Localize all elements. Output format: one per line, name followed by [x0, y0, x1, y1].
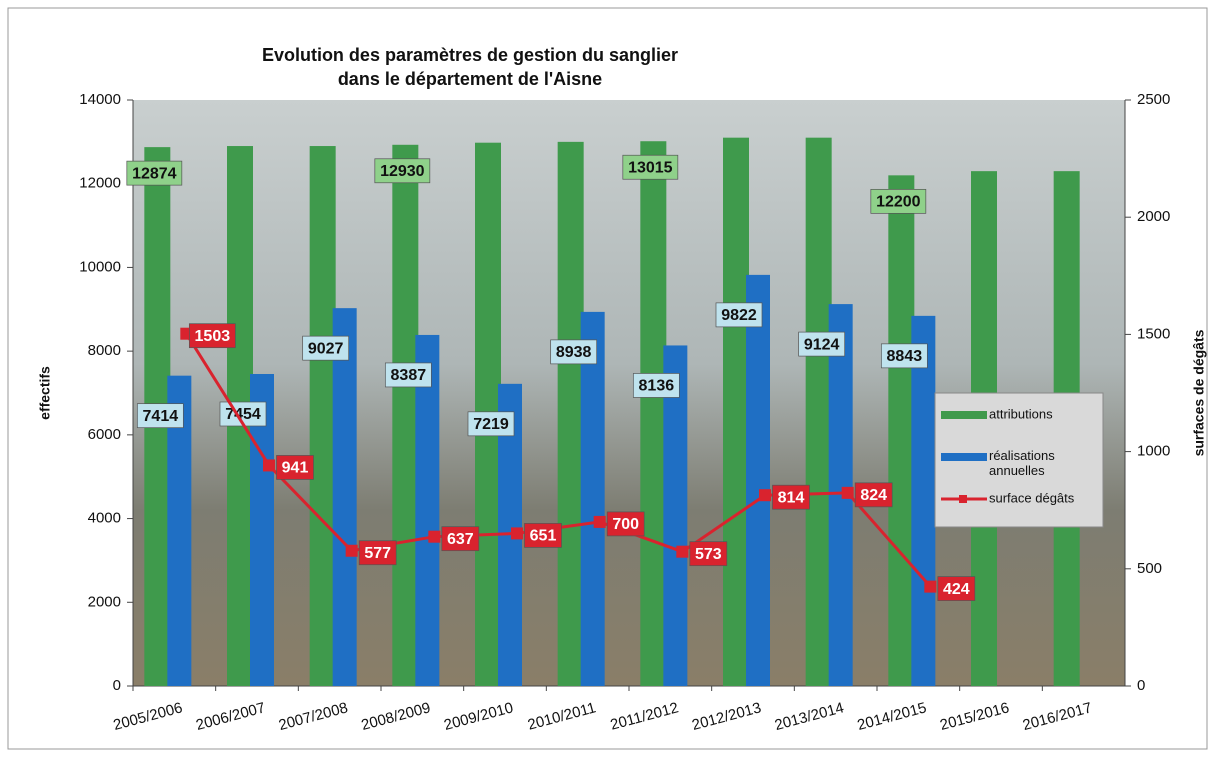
- data-label: 637: [447, 531, 474, 548]
- bar: [415, 334, 440, 686]
- data-label: 13015: [628, 159, 673, 176]
- data-label: 12930: [380, 163, 425, 180]
- y2-tick-label: 1000: [1137, 443, 1170, 460]
- data-label-box: [715, 302, 763, 328]
- line-marker: [924, 580, 937, 593]
- data-label-box: [136, 403, 184, 429]
- legend-swatch: [959, 495, 967, 503]
- legend-label: réalisations annuelles: [989, 448, 1055, 478]
- y2-tick-label: 0: [1137, 677, 1145, 694]
- bar: [640, 141, 667, 687]
- line-marker: [263, 459, 275, 472]
- data-label-box: [870, 188, 927, 214]
- data-label-box: [374, 158, 431, 184]
- y-tick-label: 6000: [88, 426, 121, 443]
- line-marker: [759, 489, 771, 502]
- data-label-box: [606, 511, 645, 537]
- y-tick-label: 10000: [79, 258, 121, 275]
- data-label: 8938: [556, 344, 592, 361]
- data-label: 8387: [391, 367, 427, 384]
- bar: [580, 311, 605, 686]
- data-label: 7414: [143, 408, 179, 425]
- y-tick-label: 8000: [88, 342, 121, 359]
- bar: [332, 308, 357, 686]
- y2-tick-label: 2500: [1137, 91, 1170, 108]
- bar: [309, 146, 336, 687]
- y-tick-label: 4000: [88, 510, 121, 527]
- bar: [723, 137, 749, 686]
- line-marker: [428, 530, 441, 543]
- line-marker: [345, 544, 358, 557]
- line-marker: [676, 545, 689, 558]
- data-label: 9027: [308, 340, 344, 357]
- bar: [746, 274, 770, 686]
- y2-tick-label: 2000: [1137, 208, 1170, 225]
- data-label-box: [798, 331, 846, 357]
- bar: [392, 144, 419, 687]
- data-label: 1503: [195, 328, 231, 345]
- data-label-box: [441, 526, 480, 552]
- data-label-box: [467, 411, 515, 437]
- data-label: 814: [778, 489, 805, 506]
- data-label-box: [632, 373, 680, 398]
- data-label: 941: [282, 460, 309, 477]
- data-label-box: [384, 362, 432, 388]
- bar: [663, 345, 688, 686]
- y2-tick-label: 500: [1137, 560, 1162, 577]
- data-label-box: [524, 523, 562, 548]
- data-label: 824: [860, 487, 887, 504]
- y-tick-label: 2000: [88, 593, 121, 610]
- data-label: 7454: [225, 406, 261, 423]
- data-label-box: [854, 482, 893, 508]
- bar: [805, 137, 832, 686]
- data-label-box: [880, 343, 928, 369]
- data-label: 12200: [876, 194, 921, 211]
- data-label-box: [689, 541, 728, 567]
- data-label-box: [622, 154, 679, 180]
- data-label-box: [188, 323, 236, 349]
- line-marker: [841, 486, 854, 499]
- y-tick-label: 0: [113, 677, 121, 694]
- data-label-box: [302, 335, 350, 361]
- data-label: 700: [612, 516, 639, 533]
- data-label-box: [276, 455, 314, 480]
- bar: [911, 315, 936, 686]
- y2-axis-label: surfaces de dégâts: [1191, 329, 1207, 456]
- y-axis-label: effectifs: [37, 366, 53, 420]
- y-tick-label: 12000: [79, 175, 121, 192]
- data-label: 651: [530, 528, 557, 545]
- data-label-box: [550, 339, 598, 365]
- data-label-box: [358, 540, 397, 566]
- legend-swatch: [941, 453, 987, 461]
- legend-label: attributions: [989, 406, 1053, 421]
- chart-title: Evolution des paramètres de gestion du s…: [262, 45, 678, 65]
- data-label: 577: [364, 545, 391, 562]
- bar: [888, 175, 915, 687]
- data-label: 424: [943, 581, 970, 598]
- y-tick-label: 14000: [79, 91, 121, 108]
- data-label: 8136: [639, 378, 675, 395]
- data-label: 7219: [473, 416, 509, 433]
- data-label-box: [772, 484, 810, 510]
- y2-tick-label: 1500: [1137, 325, 1170, 342]
- data-label: 573: [695, 546, 722, 563]
- line-marker: [511, 527, 523, 540]
- data-label: 8843: [887, 348, 923, 365]
- legend-label: surface dégâts: [989, 490, 1075, 505]
- data-label: 9124: [804, 336, 840, 353]
- bar: [557, 141, 584, 686]
- data-label: 12874: [132, 165, 177, 182]
- line-marker: [593, 515, 606, 528]
- data-label-box: [937, 576, 976, 601]
- data-label: 9822: [721, 307, 757, 324]
- chart-subtitle: dans le département de l'Aisne: [338, 69, 602, 89]
- legend-swatch: [941, 411, 987, 419]
- data-label-box: [126, 160, 183, 186]
